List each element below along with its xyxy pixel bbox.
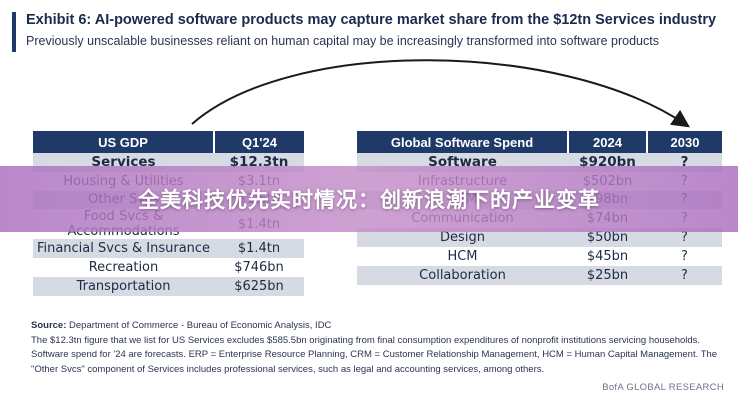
value-cell: $746bn (214, 258, 304, 277)
value-cell: $25bn (568, 265, 647, 285)
value-cell: ? (647, 228, 722, 247)
row-label-cell: HCM (357, 246, 568, 266)
title-accent-bar (12, 12, 16, 52)
table-row: Collaboration $25bn? (357, 265, 722, 285)
row-label-cell: Design (357, 228, 568, 247)
overlay-banner: 全美科技优先实时情况：创新浪潮下的产业变革 (0, 166, 738, 232)
row-label-cell: Recreation (33, 258, 214, 277)
table-row: Design $50bn? (357, 228, 722, 247)
table-row: Transportation $625bn (33, 276, 304, 296)
table-row: Financial Svcs & Insurance $1.4tn (33, 239, 304, 259)
exhibit-subtitle: Previously unscalable businesses reliant… (26, 34, 659, 48)
row-label-cell: Transportation (33, 276, 214, 296)
bofa-credit: BofA GLOBAL RESEARCH (602, 382, 724, 393)
table-row: HCM $45bn? (357, 246, 722, 266)
source-text: Department of Commerce - Bureau of Econo… (66, 320, 332, 331)
value-cell: ? (647, 265, 722, 285)
banner-text: 全美科技优先实时情况：创新浪潮下的产业变革 (138, 188, 600, 212)
source-label: Source: (31, 320, 67, 331)
us-gdp-header: US GDP (33, 131, 215, 153)
year-2030-header: 2030 (647, 131, 722, 153)
q1-24-header: Q1'24 (214, 131, 304, 153)
value-cell: $625bn (214, 276, 304, 296)
row-label-cell: Collaboration (357, 265, 568, 285)
value-cell: $50bn (568, 228, 647, 247)
table-row: Recreation $746bn (33, 258, 304, 277)
row-label-cell: Financial Svcs & Insurance (33, 239, 214, 259)
footnote-note: The $12.3tn figure that we list for US S… (31, 334, 718, 375)
footnote: Source: Department of Commerce - Bureau … (31, 319, 721, 377)
global-software-spend-header: Global Software Spend (357, 131, 569, 153)
value-cell: $1.4tn (214, 239, 304, 259)
year-2024-header: 2024 (568, 131, 648, 153)
value-cell: $45bn (568, 246, 647, 266)
arrow-curve (191, 59, 690, 128)
value-cell: ? (647, 246, 722, 266)
exhibit-title: Exhibit 6: AI-powered software products … (26, 12, 717, 28)
